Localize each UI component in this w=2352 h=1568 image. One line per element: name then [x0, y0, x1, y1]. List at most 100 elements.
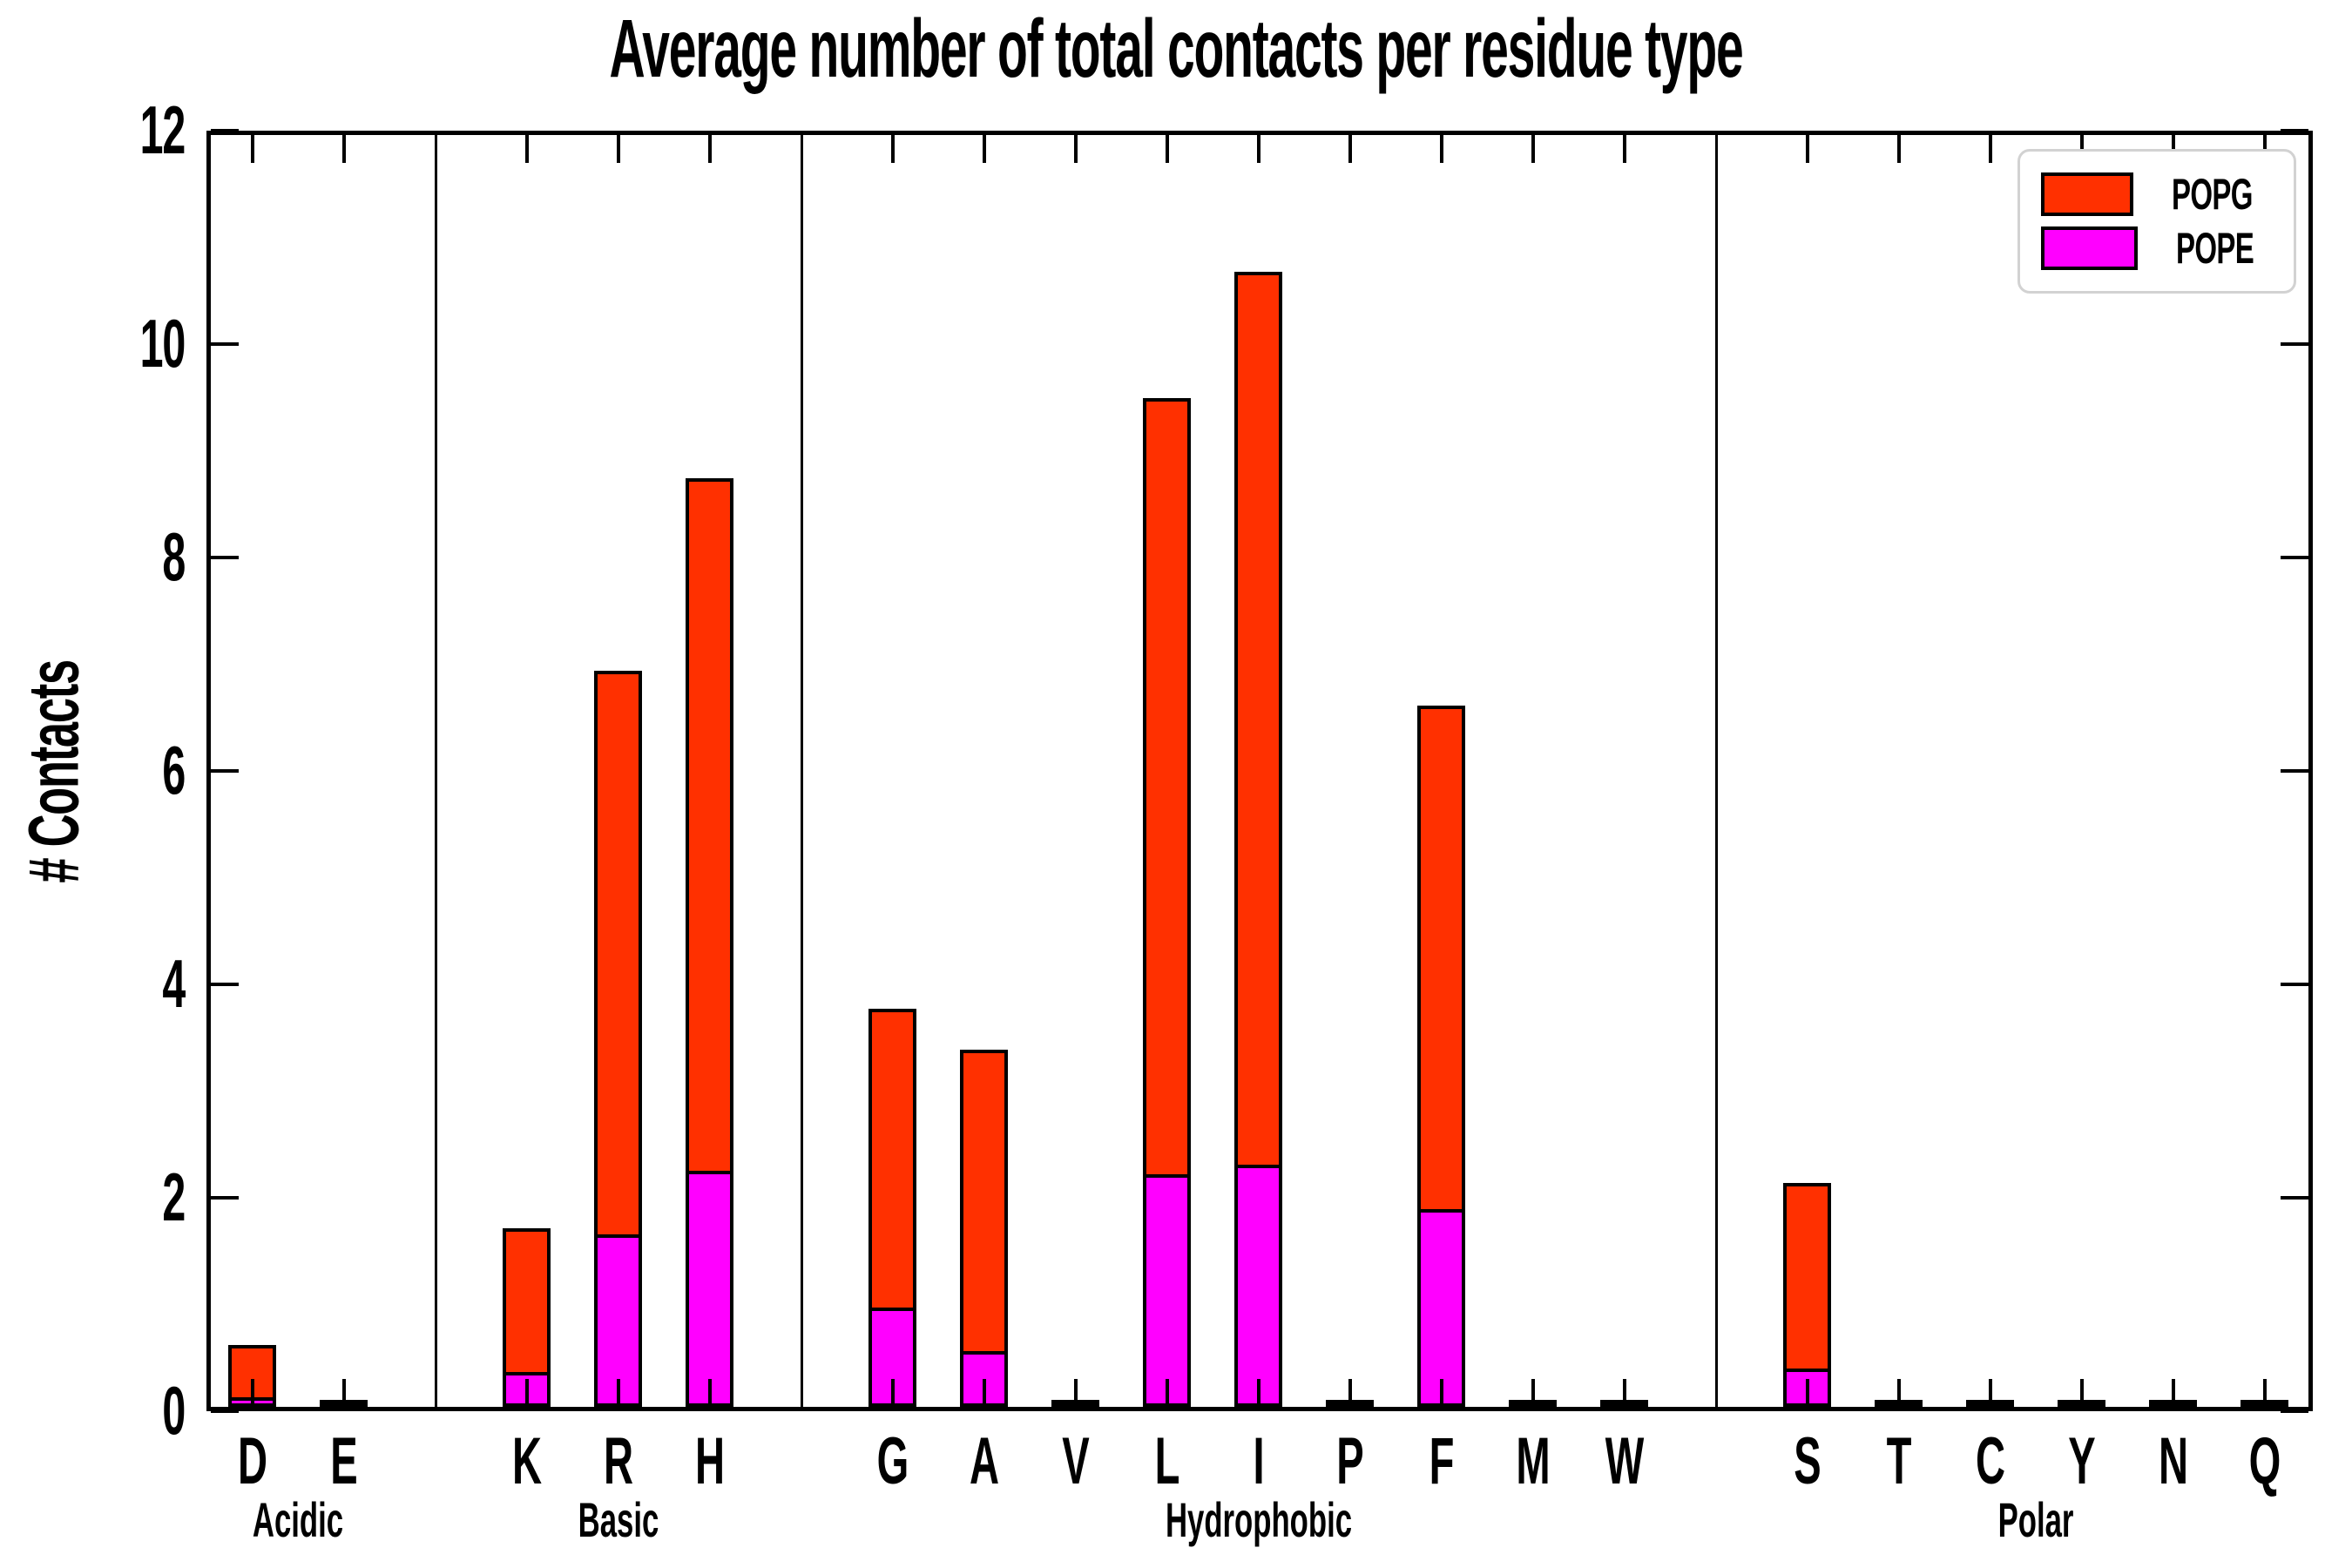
- x-tick-top: [524, 135, 529, 163]
- x-tick-label-S: S: [1793, 1424, 1821, 1498]
- x-tick-top: [707, 135, 712, 163]
- x-tick-label-K: K: [511, 1424, 542, 1498]
- bar-pope-F: [1417, 1213, 1465, 1407]
- y-tick-right: [2281, 342, 2308, 346]
- x-tick-bottom: [982, 1379, 986, 1407]
- x-tick-label-F: F: [1429, 1424, 1454, 1498]
- x-tick-bottom: [1622, 1379, 1626, 1407]
- y-tick-label: 12: [139, 91, 186, 168]
- y-tick-left: [211, 983, 239, 986]
- y-tick-left: [211, 129, 239, 132]
- x-tick-bottom: [341, 1379, 346, 1407]
- bar-popg-S: [1783, 1182, 1831, 1372]
- bar-popg-G: [868, 1009, 916, 1311]
- x-tick-label-C: C: [1975, 1424, 2005, 1498]
- bar-pope-I: [1234, 1167, 1282, 1407]
- x-tick-top: [1622, 135, 1626, 163]
- legend-row-popg: POPG: [2020, 170, 2294, 219]
- y-tick-left: [211, 1196, 239, 1200]
- y-tick-right: [2281, 556, 2308, 559]
- x-tick-bottom: [707, 1379, 712, 1407]
- x-tick-top: [1073, 135, 1078, 163]
- x-tick-bottom: [1165, 1379, 1169, 1407]
- bar-popg-F: [1417, 706, 1465, 1213]
- group-separator-line: [800, 135, 803, 1407]
- x-tick-bottom: [890, 1379, 895, 1407]
- x-tick-bottom: [2262, 1379, 2267, 1407]
- group-separator-line: [434, 135, 437, 1407]
- chart-title: Average number of total contacts per res…: [609, 3, 1743, 95]
- x-tick-label-G: G: [876, 1424, 909, 1498]
- group-label-acidic: Acidic: [252, 1492, 344, 1547]
- x-tick-bottom: [524, 1379, 529, 1407]
- x-tick-bottom: [2171, 1379, 2175, 1407]
- x-tick-top: [250, 135, 254, 163]
- bar-pope-L: [1143, 1177, 1191, 1407]
- legend-row-pope: POPE: [2020, 224, 2294, 273]
- bar-pope-H: [686, 1173, 733, 1407]
- x-tick-label-D: D: [237, 1424, 267, 1498]
- x-tick-label-E: E: [329, 1424, 358, 1498]
- x-tick-bottom: [1073, 1379, 1078, 1407]
- x-tick-label-T: T: [1886, 1424, 1911, 1498]
- x-tick-top: [1348, 135, 1352, 163]
- y-tick-right: [2281, 983, 2308, 986]
- y-tick-right: [2281, 129, 2308, 132]
- y-tick-label: 6: [162, 732, 186, 808]
- legend-swatch-pope: [2041, 226, 2139, 270]
- x-tick-bottom: [1439, 1379, 1443, 1407]
- x-tick-label-A: A: [969, 1424, 999, 1498]
- y-tick-left: [211, 1409, 239, 1413]
- x-tick-label-N: N: [2158, 1424, 2188, 1498]
- x-tick-top: [341, 135, 346, 163]
- group-label-basic: Basic: [578, 1492, 659, 1547]
- bar-popg-K: [503, 1228, 551, 1376]
- x-tick-bottom: [616, 1379, 620, 1407]
- x-tick-top: [1531, 135, 1535, 163]
- legend-label-popg: POPG: [2171, 170, 2253, 219]
- x-tick-label-Q: Q: [2248, 1424, 2281, 1498]
- bar-popg-R: [594, 670, 642, 1239]
- y-tick-label: 4: [162, 945, 186, 1022]
- y-tick-left: [211, 556, 239, 559]
- x-tick-label-W: W: [1605, 1424, 1644, 1498]
- x-tick-top: [1439, 135, 1443, 163]
- x-tick-top: [890, 135, 895, 163]
- x-tick-top: [616, 135, 620, 163]
- x-tick-label-R: R: [603, 1424, 633, 1498]
- x-tick-top: [982, 135, 986, 163]
- bar-popg-A: [960, 1049, 1008, 1355]
- y-tick-label: 10: [139, 305, 186, 382]
- x-tick-label-L: L: [1154, 1424, 1179, 1498]
- legend: POPG POPE: [2017, 149, 2296, 294]
- group-label-hydrophobic: Hydrophobic: [1165, 1492, 1352, 1547]
- legend-swatch-popg: [2041, 172, 2133, 216]
- x-tick-bottom: [1256, 1379, 1260, 1407]
- x-tick-label-H: H: [694, 1424, 725, 1498]
- x-tick-label-P: P: [1335, 1424, 1364, 1498]
- x-tick-top: [1988, 135, 1992, 163]
- x-tick-top: [1896, 135, 1901, 163]
- bar-pope-R: [594, 1238, 642, 1407]
- y-tick-label: 2: [162, 1159, 186, 1235]
- x-tick-label-M: M: [1515, 1424, 1551, 1498]
- x-tick-bottom: [250, 1379, 254, 1407]
- x-tick-bottom: [2079, 1379, 2084, 1407]
- y-tick-left: [211, 342, 239, 346]
- bar-popg-I: [1234, 271, 1282, 1168]
- x-tick-bottom: [1805, 1379, 1809, 1407]
- x-tick-bottom: [1531, 1379, 1535, 1407]
- x-tick-bottom: [1348, 1379, 1352, 1407]
- legend-label-pope: POPE: [2176, 224, 2254, 273]
- x-tick-bottom: [1988, 1379, 1992, 1407]
- y-tick-right: [2281, 1196, 2308, 1200]
- x-tick-top: [1805, 135, 1809, 163]
- x-tick-label-V: V: [1061, 1424, 1090, 1498]
- y-tick-left: [211, 769, 239, 773]
- group-separator-line: [1714, 135, 1718, 1407]
- y-tick-right: [2281, 1409, 2308, 1413]
- x-tick-top: [1165, 135, 1169, 163]
- bar-popg-L: [1143, 398, 1191, 1178]
- plot-area: [206, 129, 2313, 1413]
